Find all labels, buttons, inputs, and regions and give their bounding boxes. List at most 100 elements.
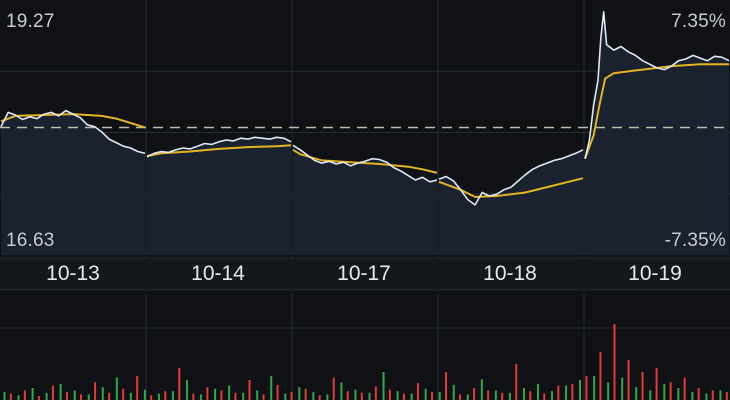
x-tick-label: 10-19 xyxy=(628,262,682,285)
volume-bar xyxy=(31,388,34,400)
x-tick-label: 10-13 xyxy=(46,262,100,285)
volume-bar xyxy=(599,352,602,400)
volume-bar xyxy=(585,376,588,400)
volume-bar xyxy=(360,392,363,400)
volume-bar xyxy=(683,377,686,400)
volume-bar xyxy=(178,368,181,400)
volume-bar xyxy=(388,389,391,400)
volume-bar xyxy=(346,391,349,400)
price-line xyxy=(0,109,146,155)
volume-bar xyxy=(234,392,237,400)
volume-bar xyxy=(186,380,189,400)
price-line xyxy=(438,149,584,206)
volume-bar xyxy=(206,387,209,400)
volume-bar xyxy=(262,394,265,400)
volume-bar xyxy=(332,377,335,400)
average-price-line xyxy=(584,63,729,160)
volume-bar xyxy=(487,390,490,400)
volume-bar xyxy=(494,390,497,400)
volume-bar xyxy=(621,377,624,400)
price-area-fill xyxy=(439,149,583,255)
volume-bar xyxy=(641,372,644,400)
volume-bar xyxy=(438,392,441,400)
volume-bar xyxy=(565,385,568,400)
volume-bar xyxy=(374,386,377,400)
price-area-fill xyxy=(1,110,145,255)
volume-bar xyxy=(65,392,68,400)
volume-bar xyxy=(473,388,476,400)
pct-axis-max-label: 7.35% xyxy=(671,11,726,32)
volume-bar xyxy=(298,387,301,400)
volume-bar xyxy=(480,379,483,400)
volume-bar xyxy=(382,372,385,400)
volume-bar xyxy=(593,376,596,400)
volume-bar xyxy=(635,387,638,400)
volume-bar xyxy=(17,395,20,400)
volume-bar xyxy=(711,390,714,400)
volume-bar xyxy=(312,392,315,400)
volume-bar xyxy=(270,376,273,400)
volume-bar xyxy=(691,392,694,400)
volume-bar xyxy=(613,324,616,400)
volume-bar xyxy=(37,396,40,400)
price-axis-max-label: 19.27 xyxy=(6,11,55,32)
volume-bar xyxy=(368,392,371,400)
x-tick-label: 10-18 xyxy=(483,262,537,285)
volume-bar xyxy=(326,394,329,400)
volume-bar xyxy=(171,391,174,400)
volume-bar xyxy=(669,382,672,400)
volume-bar xyxy=(430,392,433,400)
volume-bar xyxy=(220,390,223,400)
volume-bar xyxy=(80,394,83,400)
volume-bar xyxy=(59,384,62,400)
volume-bar xyxy=(354,389,357,400)
volume-bar xyxy=(214,388,217,400)
volume-bar xyxy=(290,392,293,400)
volume-bar xyxy=(501,392,504,400)
volume-bar xyxy=(157,393,160,400)
volume-bar xyxy=(115,377,118,400)
volume-bar xyxy=(466,394,469,400)
volume-bar xyxy=(627,360,630,400)
average-price-line xyxy=(292,148,438,174)
volume-bar xyxy=(459,394,462,400)
volume-bar xyxy=(607,382,610,400)
price-area-fill xyxy=(293,145,437,255)
volume-bar xyxy=(705,393,708,400)
volume-bar xyxy=(248,380,251,400)
volume-bar xyxy=(522,388,525,400)
x-tick-label: 10-17 xyxy=(337,262,391,285)
average-price-line xyxy=(146,144,292,157)
volume-bar xyxy=(515,364,518,400)
volume-bar xyxy=(256,390,259,400)
volume-bar xyxy=(649,390,652,400)
volume-bar xyxy=(529,391,532,400)
volume-bar xyxy=(410,393,413,400)
volume-bar xyxy=(452,384,455,400)
price-line xyxy=(146,136,292,158)
price-area-fill xyxy=(147,137,291,255)
volume-bar xyxy=(200,394,203,400)
volume-bar xyxy=(192,393,195,400)
volume-bar xyxy=(725,392,728,400)
pct-axis-min-label: -7.35% xyxy=(664,230,726,251)
volume-bar xyxy=(663,384,666,400)
volume-bar xyxy=(551,391,554,400)
volume-bar xyxy=(579,380,582,400)
volume-bar xyxy=(122,388,125,400)
volume-bar xyxy=(9,393,12,400)
volume-bar xyxy=(445,372,448,400)
volume-bar xyxy=(45,392,48,400)
volume-bar xyxy=(396,391,399,400)
volume-bar xyxy=(101,387,104,400)
date-band xyxy=(0,258,730,290)
volume-bar xyxy=(543,393,546,400)
volume-bar xyxy=(571,384,574,400)
volume-bar xyxy=(536,384,539,400)
volume-bar xyxy=(402,393,405,400)
volume-bar xyxy=(677,388,680,400)
volume-bar xyxy=(340,382,343,400)
volume-bar xyxy=(73,390,76,400)
volume-bar xyxy=(108,392,111,400)
